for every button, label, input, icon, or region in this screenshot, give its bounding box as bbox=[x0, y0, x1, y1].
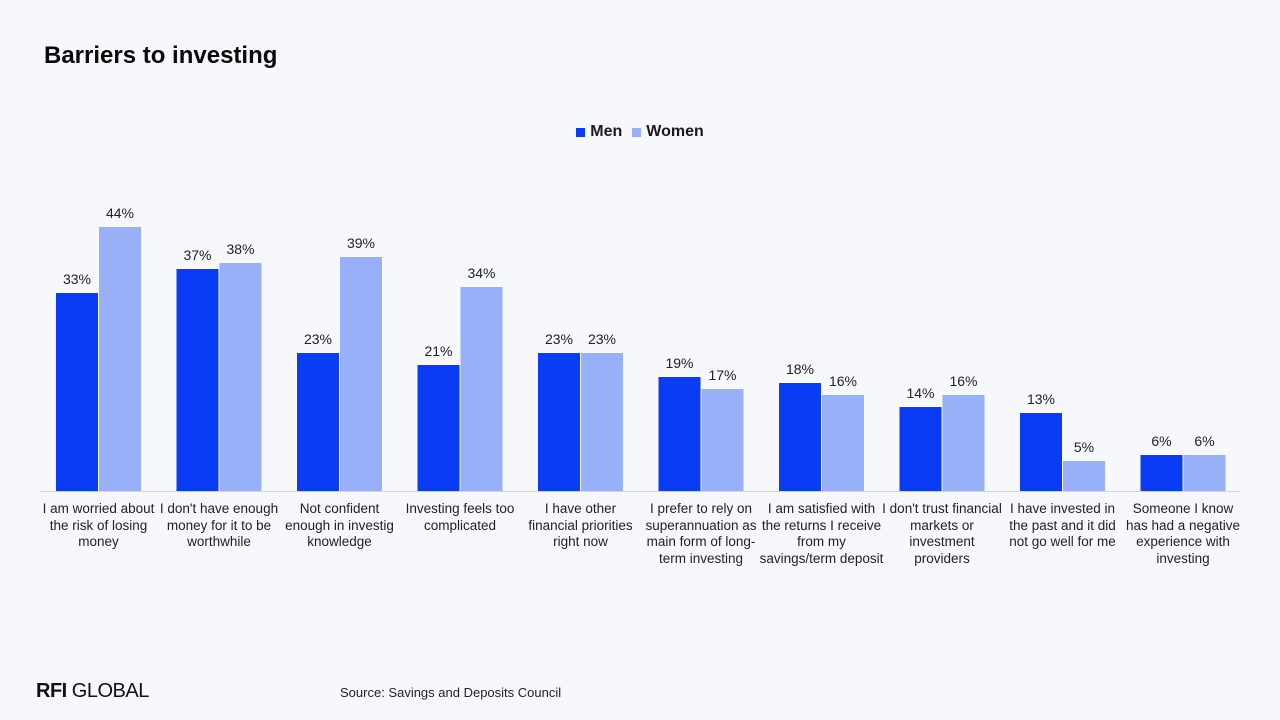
category-label-8: I don't trust financial markets or inves… bbox=[882, 501, 1002, 566]
category-label-9: I have invested in the past and it did n… bbox=[1009, 501, 1116, 549]
category-label-3: Not confident enough in investig knowled… bbox=[285, 501, 394, 549]
data-label-women-3: 39% bbox=[347, 235, 375, 251]
category-label-4: Investing feels too complicated bbox=[405, 501, 515, 533]
source-note: Source: Savings and Deposits Council bbox=[340, 685, 562, 700]
bar-women-9 bbox=[1063, 461, 1105, 491]
bar-women-5 bbox=[581, 353, 623, 491]
legend: Men Women bbox=[0, 123, 1280, 141]
data-label-women-4: 34% bbox=[467, 265, 495, 281]
data-label-men-10: 6% bbox=[1151, 433, 1171, 449]
data-label-women-7: 16% bbox=[829, 373, 857, 389]
legend-item-women: Women bbox=[632, 123, 704, 141]
category-label-10: Someone I know has had a negative experi… bbox=[1125, 501, 1241, 566]
bar-women-3 bbox=[340, 257, 382, 491]
data-label-men-2: 37% bbox=[183, 247, 211, 263]
data-label-men-4: 21% bbox=[424, 343, 452, 359]
data-label-men-3: 23% bbox=[304, 331, 332, 347]
category-label-7: I am satisfied with the returns I receiv… bbox=[759, 501, 884, 566]
chart-title: Barriers to investing bbox=[44, 42, 278, 69]
data-label-women-9: 5% bbox=[1074, 439, 1094, 455]
logo-rest: GLOBAL bbox=[66, 680, 150, 702]
legend-label-men: Men bbox=[590, 123, 623, 140]
category-label-1: I am worried about the risk of losing mo… bbox=[42, 501, 155, 549]
data-label-women-10: 6% bbox=[1194, 433, 1214, 449]
data-label-men-6: 19% bbox=[665, 355, 693, 371]
data-label-women-2: 38% bbox=[226, 241, 254, 257]
bar-women-6 bbox=[701, 389, 744, 491]
legend-swatch-men bbox=[576, 127, 586, 137]
logo-bold: RFI bbox=[36, 680, 67, 702]
bar-men-1 bbox=[56, 293, 98, 491]
category-label-5: I have other financial priorities right … bbox=[528, 501, 633, 549]
bar-men-2 bbox=[176, 269, 219, 491]
bar-men-10 bbox=[1140, 455, 1183, 491]
data-label-women-8: 16% bbox=[949, 373, 977, 389]
bar-men-6 bbox=[658, 377, 701, 491]
bar-women-8 bbox=[942, 395, 985, 491]
category-label-6: I prefer to rely on superannuation as ma… bbox=[645, 501, 757, 566]
data-label-women-1: 44% bbox=[106, 205, 134, 221]
bar-women-2 bbox=[219, 263, 262, 491]
data-label-men-8: 14% bbox=[906, 385, 934, 401]
data-label-men-7: 18% bbox=[786, 361, 814, 377]
bar-men-7 bbox=[779, 383, 821, 491]
data-label-women-6: 17% bbox=[708, 367, 736, 383]
bar-men-3 bbox=[297, 353, 339, 491]
bar-women-1 bbox=[99, 227, 141, 491]
data-label-men-5: 23% bbox=[545, 331, 573, 347]
legend-label-women: Women bbox=[646, 123, 704, 140]
data-label-men-1: 33% bbox=[63, 271, 91, 287]
legend-swatch-women bbox=[632, 127, 642, 137]
bar-women-10 bbox=[1183, 455, 1226, 491]
bar-men-4 bbox=[417, 365, 460, 491]
bar-men-8 bbox=[899, 407, 942, 491]
category-label-2: I don't have enough money for it to be w… bbox=[159, 501, 279, 549]
data-label-women-5: 23% bbox=[588, 331, 616, 347]
rfi-global-logo: RFI GLOBAL bbox=[36, 680, 149, 703]
bar-men-5 bbox=[538, 353, 580, 491]
legend-item-men: Men bbox=[576, 123, 622, 141]
bar-women-7 bbox=[822, 395, 864, 491]
bar-men-9 bbox=[1020, 413, 1062, 491]
bar-women-4 bbox=[460, 287, 503, 491]
data-label-men-9: 13% bbox=[1027, 391, 1055, 407]
